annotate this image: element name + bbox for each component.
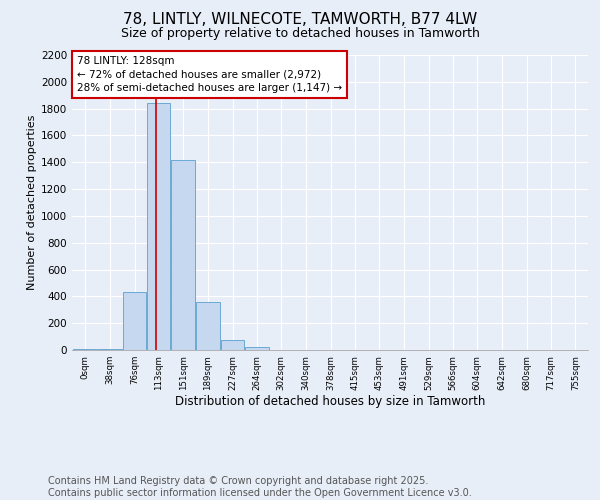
Bar <box>221 340 244 350</box>
Bar <box>172 160 195 350</box>
Y-axis label: Number of detached properties: Number of detached properties <box>27 115 37 290</box>
Bar <box>123 292 146 350</box>
Bar <box>98 348 122 350</box>
Bar <box>73 348 97 350</box>
X-axis label: Distribution of detached houses by size in Tamworth: Distribution of detached houses by size … <box>175 396 485 408</box>
Text: 78, LINTLY, WILNECOTE, TAMWORTH, B77 4LW: 78, LINTLY, WILNECOTE, TAMWORTH, B77 4LW <box>123 12 477 28</box>
Bar <box>245 348 269 350</box>
Bar <box>196 302 220 350</box>
Bar <box>147 104 170 350</box>
Text: Size of property relative to detached houses in Tamworth: Size of property relative to detached ho… <box>121 28 479 40</box>
Text: 78 LINTLY: 128sqm
← 72% of detached houses are smaller (2,972)
28% of semi-detac: 78 LINTLY: 128sqm ← 72% of detached hous… <box>77 56 342 93</box>
Text: Contains HM Land Registry data © Crown copyright and database right 2025.
Contai: Contains HM Land Registry data © Crown c… <box>48 476 472 498</box>
